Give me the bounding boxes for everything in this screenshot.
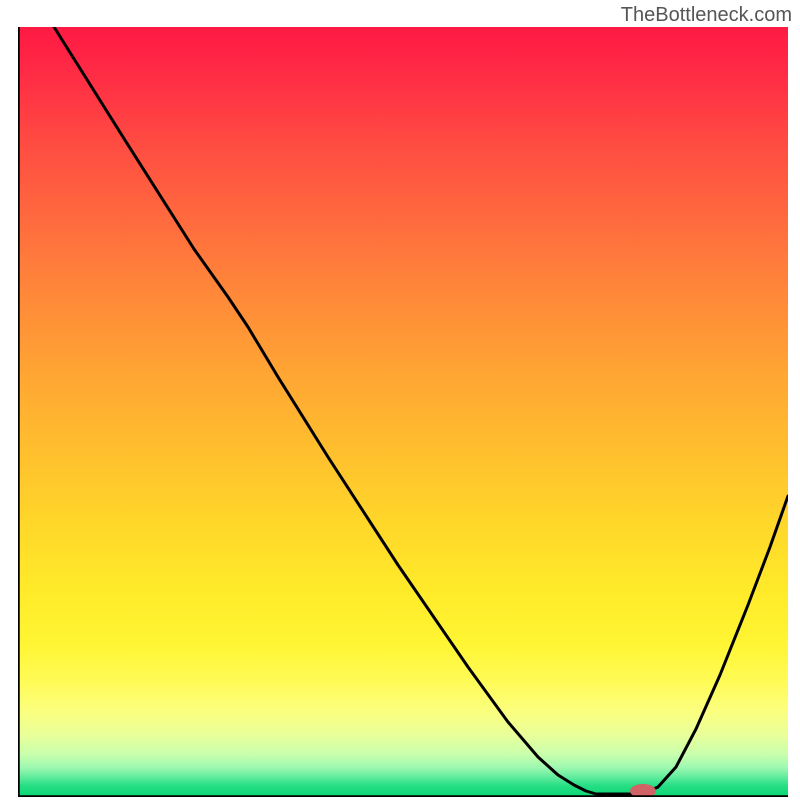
chart-curve [54,27,788,794]
chart-plot-area [18,27,788,797]
chart-overlay [18,27,788,797]
chart-marker [630,784,656,797]
watermark-text: TheBottleneck.com [621,4,792,27]
